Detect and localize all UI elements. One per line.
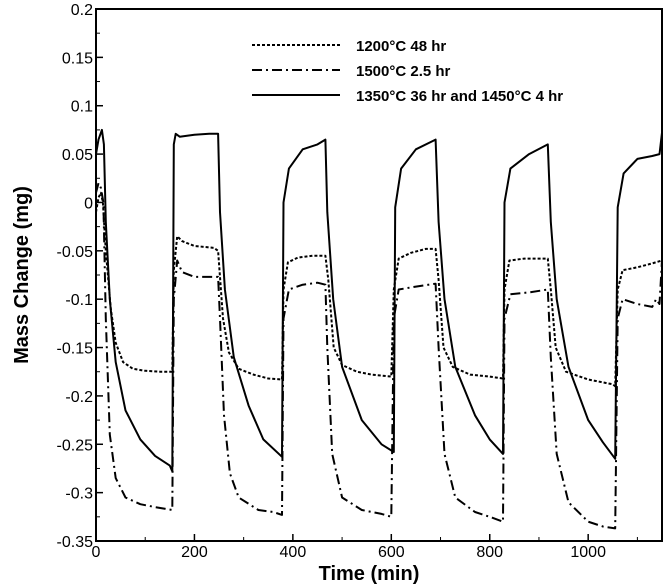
y-axis-label: Mass Change (mg): [11, 186, 33, 364]
y-tick-label: -0.15: [57, 341, 94, 358]
y-tick-label: -0.35: [57, 534, 94, 551]
y-tick-label: 0.15: [62, 50, 93, 67]
legend: 1200°C 48 hr 1500°C 2.5 hr 1350°C 36 hr an…: [252, 38, 563, 105]
series-line-0: [95, 191, 663, 388]
legend-label-0: 1200°C 48 hr: [356, 38, 446, 55]
x-tick-label: 600: [378, 544, 405, 561]
series-layer: [95, 128, 663, 530]
legend-label-2: 1350°C 36 hr and 1450°C 4 hr: [356, 88, 563, 105]
y-tick-label: 0: [84, 195, 93, 212]
y-tick-label: 0.1: [71, 99, 93, 116]
ticks-layer: -0.35 -0.3 -0.25 -0.2 -0.15 -0.1 -0.05 0 0.05 0.1…: [57, 2, 638, 561]
y-tick-label: -0.25: [57, 437, 94, 454]
y-tick-label: -0.05: [57, 244, 94, 261]
y-tick-label: -0.3: [65, 486, 93, 503]
series-line-2: [95, 128, 663, 473]
legend-label-1: 1500°C 2.5 hr: [356, 63, 451, 80]
x-tick-label: 0: [92, 544, 101, 561]
y-tick-label: -0.2: [65, 389, 93, 406]
y-tick-label: -0.1: [65, 292, 93, 309]
series-line-1: [95, 182, 663, 530]
y-tick-label: 0.2: [71, 2, 93, 19]
x-tick-label: 1000: [570, 544, 606, 561]
x-tick-label: 200: [181, 544, 208, 561]
x-tick-label: 800: [476, 544, 503, 561]
y-tick-label: 0.05: [62, 147, 93, 164]
x-tick-label: 400: [280, 544, 307, 561]
x-axis-label: Time (min): [319, 563, 420, 585]
